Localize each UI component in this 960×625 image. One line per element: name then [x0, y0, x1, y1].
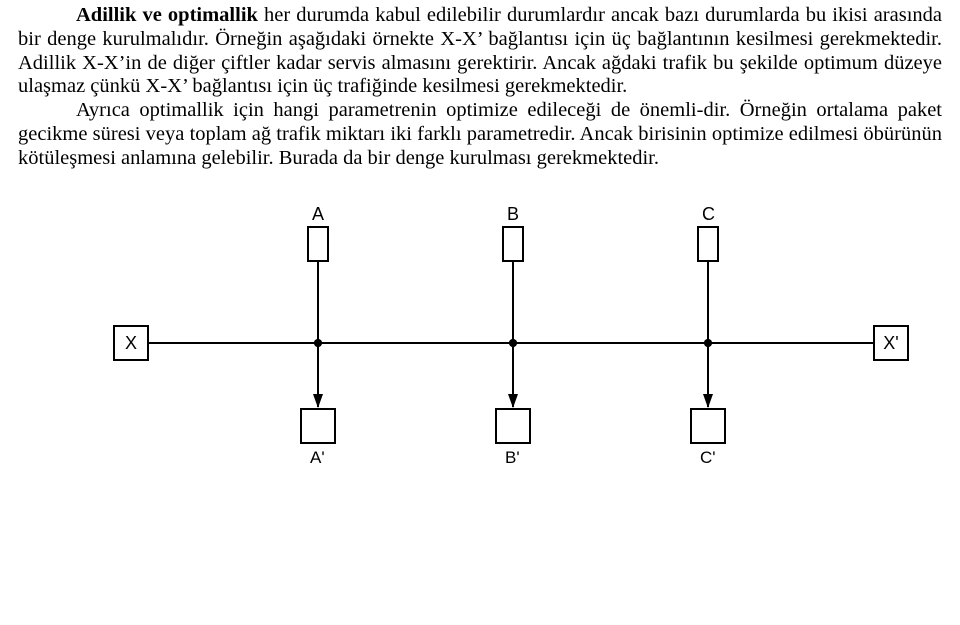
label-a: A [312, 204, 324, 225]
node-bp [495, 408, 531, 444]
label-b: B [507, 204, 519, 225]
network-diagram: X X' A B C A' B' C' [18, 188, 938, 468]
lead-bold: Adillik ve optimallik [76, 4, 258, 26]
label-c: C [702, 204, 715, 225]
label-ap: A' [310, 448, 325, 468]
paragraph-1: Adillik ve optimallik her durumda kabul … [18, 4, 942, 99]
node-a [307, 226, 329, 262]
paragraph-2: Ayrıca optimallik için hangi parametreni… [18, 99, 942, 170]
label-xp: X' [873, 325, 909, 361]
node-cp [690, 408, 726, 444]
diagram-svg [18, 188, 938, 468]
label-x: X [113, 325, 149, 361]
p2-body: Ayrıca optimallik için hangi parametreni… [18, 99, 942, 169]
node-b [502, 226, 524, 262]
label-bp: B' [505, 448, 520, 468]
node-c [697, 226, 719, 262]
label-cp: C' [700, 448, 716, 468]
node-ap [300, 408, 336, 444]
